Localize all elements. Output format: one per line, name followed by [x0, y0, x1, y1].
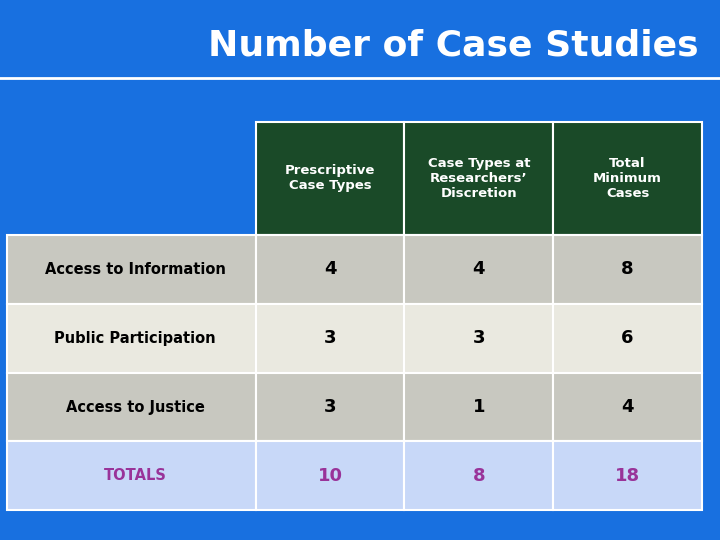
Text: Number of Case Studies: Number of Case Studies	[208, 29, 698, 63]
Text: 4: 4	[621, 398, 634, 416]
FancyBboxPatch shape	[405, 235, 553, 303]
FancyBboxPatch shape	[553, 441, 702, 510]
FancyBboxPatch shape	[405, 122, 553, 235]
Text: TOTALS: TOTALS	[104, 468, 166, 483]
Text: 10: 10	[318, 467, 343, 485]
Text: 3: 3	[472, 329, 485, 347]
Text: 1: 1	[472, 398, 485, 416]
Text: Prescriptive
Case Types: Prescriptive Case Types	[285, 164, 375, 192]
FancyBboxPatch shape	[553, 303, 702, 373]
FancyBboxPatch shape	[256, 235, 405, 303]
FancyBboxPatch shape	[553, 373, 702, 441]
FancyBboxPatch shape	[7, 441, 256, 510]
Text: 8: 8	[472, 467, 485, 485]
FancyBboxPatch shape	[256, 303, 405, 373]
Text: 18: 18	[615, 467, 640, 485]
FancyBboxPatch shape	[7, 303, 256, 373]
Text: Access to Information: Access to Information	[45, 262, 225, 277]
Text: Case Types at
Researchers’
Discretion: Case Types at Researchers’ Discretion	[428, 157, 530, 200]
FancyBboxPatch shape	[405, 373, 553, 441]
FancyBboxPatch shape	[256, 373, 405, 441]
FancyBboxPatch shape	[405, 303, 553, 373]
Text: 4: 4	[324, 260, 336, 278]
Text: 6: 6	[621, 329, 634, 347]
Text: Public Participation: Public Participation	[54, 330, 216, 346]
FancyBboxPatch shape	[553, 122, 702, 235]
FancyBboxPatch shape	[7, 373, 256, 441]
FancyBboxPatch shape	[256, 122, 405, 235]
Text: 4: 4	[472, 260, 485, 278]
FancyBboxPatch shape	[405, 441, 553, 510]
Text: 8: 8	[621, 260, 634, 278]
FancyBboxPatch shape	[256, 441, 405, 510]
FancyBboxPatch shape	[7, 235, 256, 303]
Text: Access to Justice: Access to Justice	[66, 400, 204, 415]
FancyBboxPatch shape	[553, 235, 702, 303]
Text: 3: 3	[324, 329, 336, 347]
Text: Total
Minimum
Cases: Total Minimum Cases	[593, 157, 662, 200]
Text: 3: 3	[324, 398, 336, 416]
